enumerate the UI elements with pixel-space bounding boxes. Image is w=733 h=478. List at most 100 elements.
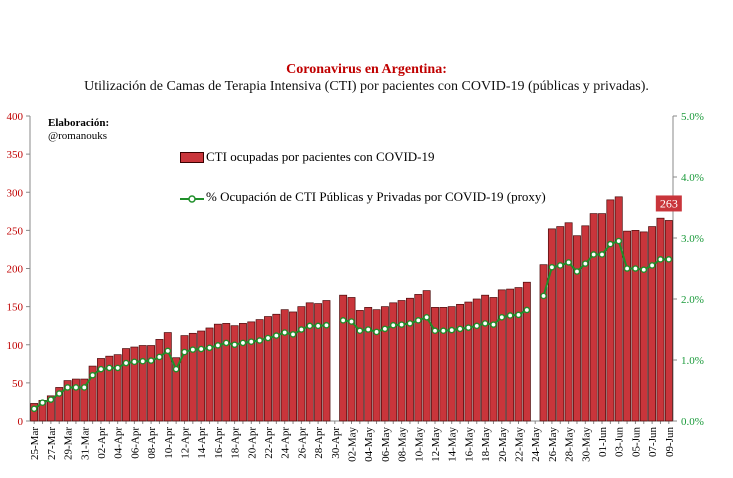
pct-point-02-Apr <box>97 365 105 373</box>
bar-28-May <box>564 222 573 422</box>
pct-point-31-Mar <box>80 384 88 391</box>
bar-01-May <box>339 294 348 422</box>
bar-23-May <box>522 281 531 422</box>
pct-point-21-Apr <box>256 337 263 344</box>
bar-10-May <box>414 294 423 422</box>
bar-16-Apr <box>213 323 222 422</box>
bar-25-Mar <box>30 403 39 422</box>
x-tick-label: 24-May <box>530 427 542 462</box>
pct-point-27-Mar <box>47 396 55 403</box>
x-tick-label: 04-Apr <box>113 427 125 459</box>
pct-point-13-May <box>440 327 447 335</box>
bar-21-Apr <box>255 319 264 422</box>
bar-20-May <box>497 289 506 422</box>
legend-item-line: % Ocupación de CTI Públicas y Privadas p… <box>180 189 546 205</box>
pct-point-29-Apr <box>323 321 330 329</box>
bar-06-Apr <box>130 346 139 422</box>
pct-point-03-May <box>356 327 364 335</box>
bar-12-Apr <box>180 335 189 422</box>
pct-point-18-May <box>481 320 489 327</box>
bar-15-May <box>456 303 464 422</box>
x-tick-label: 14-May <box>447 427 459 462</box>
x-tick-label: 05-Jun <box>630 427 642 457</box>
right-axis-tick-label: 4.0% <box>681 172 704 184</box>
bar-18-Apr <box>230 325 239 422</box>
bar-15-Apr <box>205 327 214 422</box>
x-tick-label: 18-May <box>480 427 492 462</box>
bar-22-May <box>514 287 523 422</box>
bar-09-Jun <box>664 220 673 422</box>
right-axis-tick-label: 2.0% <box>681 294 704 306</box>
pct-point-07-May <box>389 321 397 329</box>
bar-02-Jun <box>606 199 615 422</box>
legend-swatch-bar <box>180 151 204 163</box>
right-axis-tick-label: 5.0% <box>681 111 704 123</box>
bar-07-May <box>389 302 398 422</box>
pct-point-11-Apr <box>172 365 180 373</box>
x-tick-label: 24-Apr <box>280 427 292 459</box>
pct-point-23-Apr <box>273 332 280 339</box>
bar-29-Apr <box>322 300 331 422</box>
pct-point-25-Mar <box>30 405 38 413</box>
x-tick-label: 08-May <box>397 427 409 462</box>
bar-09-Apr <box>155 339 164 422</box>
left-axis-tick-label: 50 <box>12 378 24 390</box>
right-axis-tick-label: 3.0% <box>681 233 704 245</box>
left-axis-tick-label: 400 <box>7 111 24 123</box>
x-tick-label: 07-Jun <box>647 427 659 457</box>
pct-point-02-May <box>348 318 355 325</box>
bar-14-Apr <box>197 330 206 422</box>
bar-23-Apr <box>272 313 281 422</box>
pct-point-12-May <box>431 327 439 335</box>
bar-29-May <box>573 235 581 422</box>
x-tick-label: 06-Apr <box>129 427 141 459</box>
pct-point-02-Jun <box>607 240 614 248</box>
bar-19-Apr <box>239 323 247 422</box>
bar-26-Apr <box>297 306 306 422</box>
legend-item-bars: CTI ocupadas por pacientes con COVID-19 <box>180 149 435 165</box>
x-tick-label: 28-May <box>564 427 576 462</box>
pct-point-29-May <box>573 268 581 275</box>
bar-27-May <box>556 226 565 422</box>
pct-point-04-Apr <box>114 364 121 372</box>
x-tick-label: 22-Apr <box>263 427 275 459</box>
pct-point-11-May <box>423 313 430 321</box>
x-tick-label: 26-Apr <box>296 427 308 459</box>
bar-11-Apr <box>172 357 181 422</box>
pct-point-19-May <box>490 321 497 328</box>
bar-28-Apr <box>314 303 323 422</box>
pct-point-25-Apr <box>289 331 297 338</box>
bar-24-Apr <box>280 309 289 422</box>
right-axis-tick-label: 0.0% <box>681 416 704 428</box>
bar-17-Apr <box>222 323 231 422</box>
left-axis-tick-label: 350 <box>7 149 24 161</box>
bar-30-Mar <box>71 378 80 422</box>
x-tick-label: 30-May <box>580 427 592 462</box>
bar-06-May <box>380 306 389 422</box>
bar-22-Apr <box>264 316 272 422</box>
bar-19-May <box>489 297 498 422</box>
pct-point-17-Apr <box>222 339 230 347</box>
bar-29-Mar <box>63 380 72 422</box>
pct-point-04-May <box>364 326 372 333</box>
pct-point-22-May <box>515 311 522 319</box>
x-tick-label: 12-Apr <box>179 427 191 459</box>
pct-point-15-Apr <box>206 344 213 352</box>
pct-point-07-Apr <box>139 357 147 365</box>
x-tick-label: 02-Apr <box>96 427 108 459</box>
pct-point-08-Apr <box>147 357 155 364</box>
pct-point-01-May <box>339 317 347 324</box>
x-tick-label: 04-May <box>363 427 375 462</box>
legend-swatch-line <box>180 192 204 203</box>
bar-07-Jun <box>648 226 657 422</box>
pct-point-26-Apr <box>298 326 305 333</box>
pct-point-25-May <box>540 292 547 300</box>
pct-point-01-Jun <box>598 251 606 258</box>
x-tick-label: 01-Jun <box>597 427 609 457</box>
x-tick-label: 14-Apr <box>196 427 208 459</box>
pct-point-28-Mar <box>55 390 63 397</box>
pct-point-26-May <box>548 263 556 271</box>
left-axis-tick-label: 100 <box>7 340 24 352</box>
right-axis-tick-label: 1.0% <box>681 355 704 367</box>
bar-03-Apr <box>105 355 114 422</box>
